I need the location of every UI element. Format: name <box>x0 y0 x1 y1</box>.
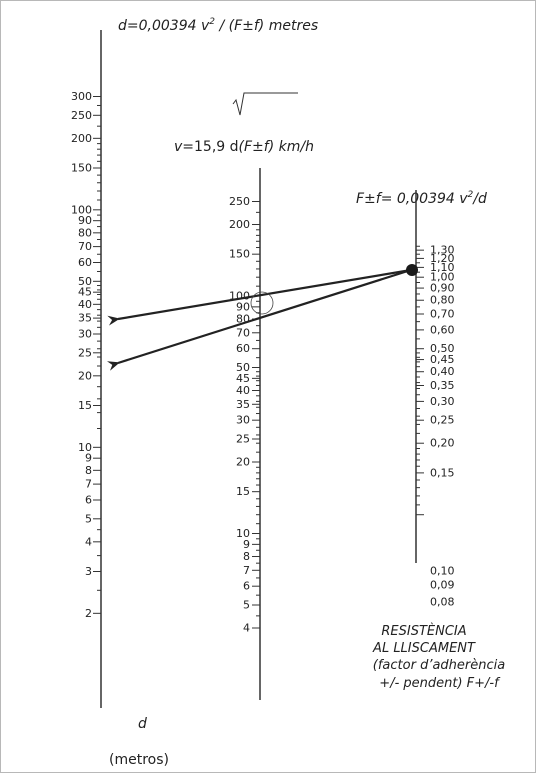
v-tick-label: 45 <box>236 372 250 385</box>
f-axis-caption: RESISTÈNCIA AL LLISCAMENT (factor d’adhe… <box>372 623 505 691</box>
reading-circle <box>250 291 274 315</box>
svg-text:+/- pendent) F+/-f: +/- pendent) F+/-f <box>379 676 501 691</box>
d-tick-label: 3 <box>85 565 92 578</box>
f-tick-label: 0,25 <box>430 414 455 427</box>
v-formula: v=15,9 d(F±f) km/h <box>174 139 314 155</box>
v-axis-labels: 2502001501009080706050454035302520151098… <box>229 195 250 635</box>
f-tick-label: 0,10 <box>430 565 455 578</box>
d-tick-label: 25 <box>78 346 92 359</box>
d-axis-labels: 3002502001501009080706050454035302520151… <box>71 90 92 620</box>
d-tick-label: 45 <box>78 286 92 299</box>
f-tick-label: 0,09 <box>430 579 455 592</box>
v-tick-label: 6 <box>243 580 250 593</box>
d-tick-label: 100 <box>71 203 92 216</box>
svg-text:(factor d’adherència: (factor d’adherència <box>373 658 505 673</box>
v-tick-label: 9 <box>243 538 250 551</box>
v-tick-label: 4 <box>243 622 250 635</box>
d-tick-label: 60 <box>78 256 92 269</box>
d-tick-label: 50 <box>78 275 92 288</box>
d-axis-unit: (metros) <box>109 752 169 768</box>
f-tick-label: 0,35 <box>430 379 455 392</box>
d-tick-label: 2 <box>85 607 92 620</box>
d-tick-label: 70 <box>78 240 92 253</box>
d-tick-label: 90 <box>78 214 92 227</box>
f-tick-label: 0,20 <box>430 437 455 450</box>
v-axis-ticks <box>252 200 260 629</box>
f-tick-label: 0,90 <box>430 282 455 295</box>
d-axis-ticks <box>93 96 101 614</box>
sqrt-sign <box>232 92 298 116</box>
d-tick-label: 40 <box>78 298 92 311</box>
v-tick-label: 40 <box>236 384 250 397</box>
reading-arrow-lower <box>106 268 412 371</box>
d-tick-label: 150 <box>71 161 92 174</box>
d-tick-label: 30 <box>78 328 92 341</box>
v-tick-label: 8 <box>243 550 250 563</box>
f-tick-label: 1,20 <box>430 252 455 265</box>
v-tick-label: 250 <box>229 195 250 208</box>
d-tick-label: 35 <box>78 312 92 325</box>
d-tick-label: 8 <box>85 464 92 477</box>
d-tick-label: 300 <box>71 90 92 103</box>
f-tick-label: 1,10 <box>430 261 455 274</box>
v-tick-label: 30 <box>236 414 250 427</box>
d-tick-label: 4 <box>85 535 92 548</box>
f-tick-label: 1,00 <box>430 271 455 284</box>
v-tick-label: 25 <box>236 432 250 445</box>
f-tick-label: 1,30 <box>430 244 455 257</box>
f-tick-label: 0,30 <box>430 395 455 408</box>
v-tick-label: 15 <box>236 485 250 498</box>
f-axis-ticks <box>416 245 424 516</box>
reading-arrow-upper <box>107 268 412 326</box>
d-tick-label: 6 <box>85 494 92 507</box>
f-tick-label: 0,45 <box>430 353 455 366</box>
f-formula: F±f= 0,00394 v2/d <box>356 190 487 207</box>
f-tick-label: 0,08 <box>430 596 455 609</box>
v-tick-label: 200 <box>229 218 250 231</box>
f-tick-label: 0,40 <box>430 365 455 378</box>
svg-text:AL LLISCAMENT: AL LLISCAMENT <box>372 641 476 656</box>
d-tick-label: 7 <box>85 478 92 491</box>
d-axis-title: d <box>138 716 147 732</box>
d-tick-label: 20 <box>78 369 92 382</box>
v-tick-label: 7 <box>243 564 250 577</box>
v-tick-label: 70 <box>236 326 250 339</box>
f-tick-label: 0,50 <box>430 342 455 355</box>
d-tick-label: 250 <box>71 109 92 122</box>
v-tick-label: 10 <box>236 527 250 540</box>
pivot-point <box>406 264 418 276</box>
v-tick-label: 35 <box>236 398 250 411</box>
f-tick-label: 0,15 <box>430 466 455 479</box>
v-tick-label: 5 <box>243 598 250 611</box>
d-tick-label: 200 <box>71 132 92 145</box>
d-formula: d=0,00394 v2 / (F±f) metres <box>118 17 318 34</box>
v-tick-label: 150 <box>229 248 250 261</box>
d-tick-label: 15 <box>78 399 92 412</box>
f-tick-label: 0,70 <box>430 308 455 321</box>
v-tick-label: 60 <box>236 342 250 355</box>
d-tick-label: 5 <box>85 512 92 525</box>
f-tick-label: 0,80 <box>430 294 455 307</box>
d-tick-label: 80 <box>78 226 92 239</box>
f-tick-label: 0,60 <box>430 323 455 336</box>
d-tick-label: 9 <box>85 452 92 465</box>
v-tick-label: 20 <box>236 456 250 469</box>
d-tick-label: 10 <box>78 441 92 454</box>
v-tick-label: 50 <box>236 361 250 374</box>
v-tick-label: 90 <box>236 300 250 313</box>
svg-text:RESISTÈNCIA: RESISTÈNCIA <box>381 623 466 639</box>
f-axis-labels: 1,301,201,101,000,900,800,70 0,60 0,500,45… <box>430 244 455 609</box>
